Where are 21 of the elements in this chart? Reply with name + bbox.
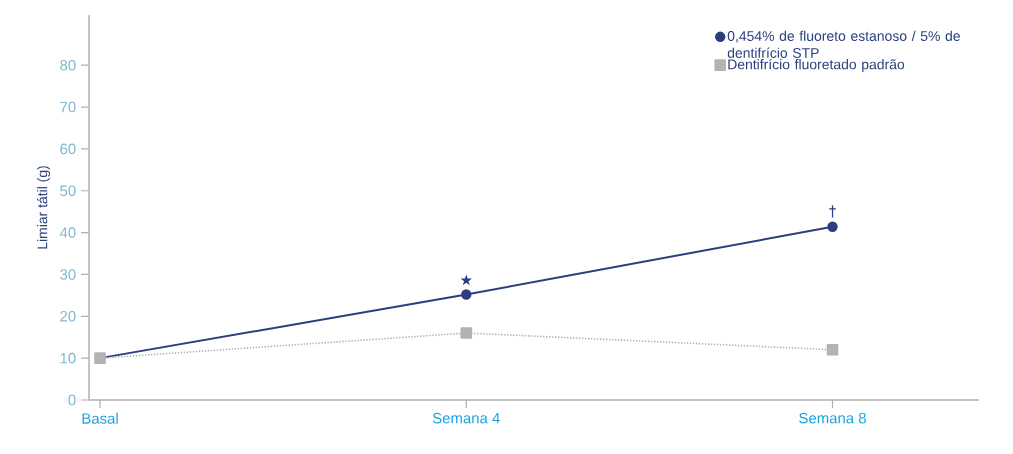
x-tick-label: Semana 8 [799, 412, 866, 424]
x-tick-label: Basal [82, 412, 118, 424]
legend-label: Dentifrício fluoretado padrão [728, 58, 905, 73]
point [461, 289, 472, 300]
legend-label: 0,454% de fluoreto estanoso / 5% de dentifrício STP [727, 30, 960, 58]
y-tick-label: 60 [60, 143, 76, 155]
y-tick-label: 20 [60, 311, 76, 322]
annotation: † [829, 205, 836, 218]
y-tick-label: 40 [59, 227, 76, 238]
y-tick-label: 50 [60, 185, 76, 197]
y-tick-label: 10 [60, 352, 76, 364]
y-tick-label: 80 [60, 59, 76, 71]
point [460, 327, 473, 339]
point [826, 343, 839, 356]
y-axis-title: Limiar tátil (g) [36, 166, 51, 249]
y-tick-label: 70 [60, 101, 76, 113]
point [827, 221, 838, 232]
x-tick-label: Semana 4 [432, 412, 500, 424]
y-tick-label: 0 [68, 394, 76, 406]
annotation: ★ [460, 274, 472, 286]
y-tick-label: 30 [60, 269, 76, 280]
